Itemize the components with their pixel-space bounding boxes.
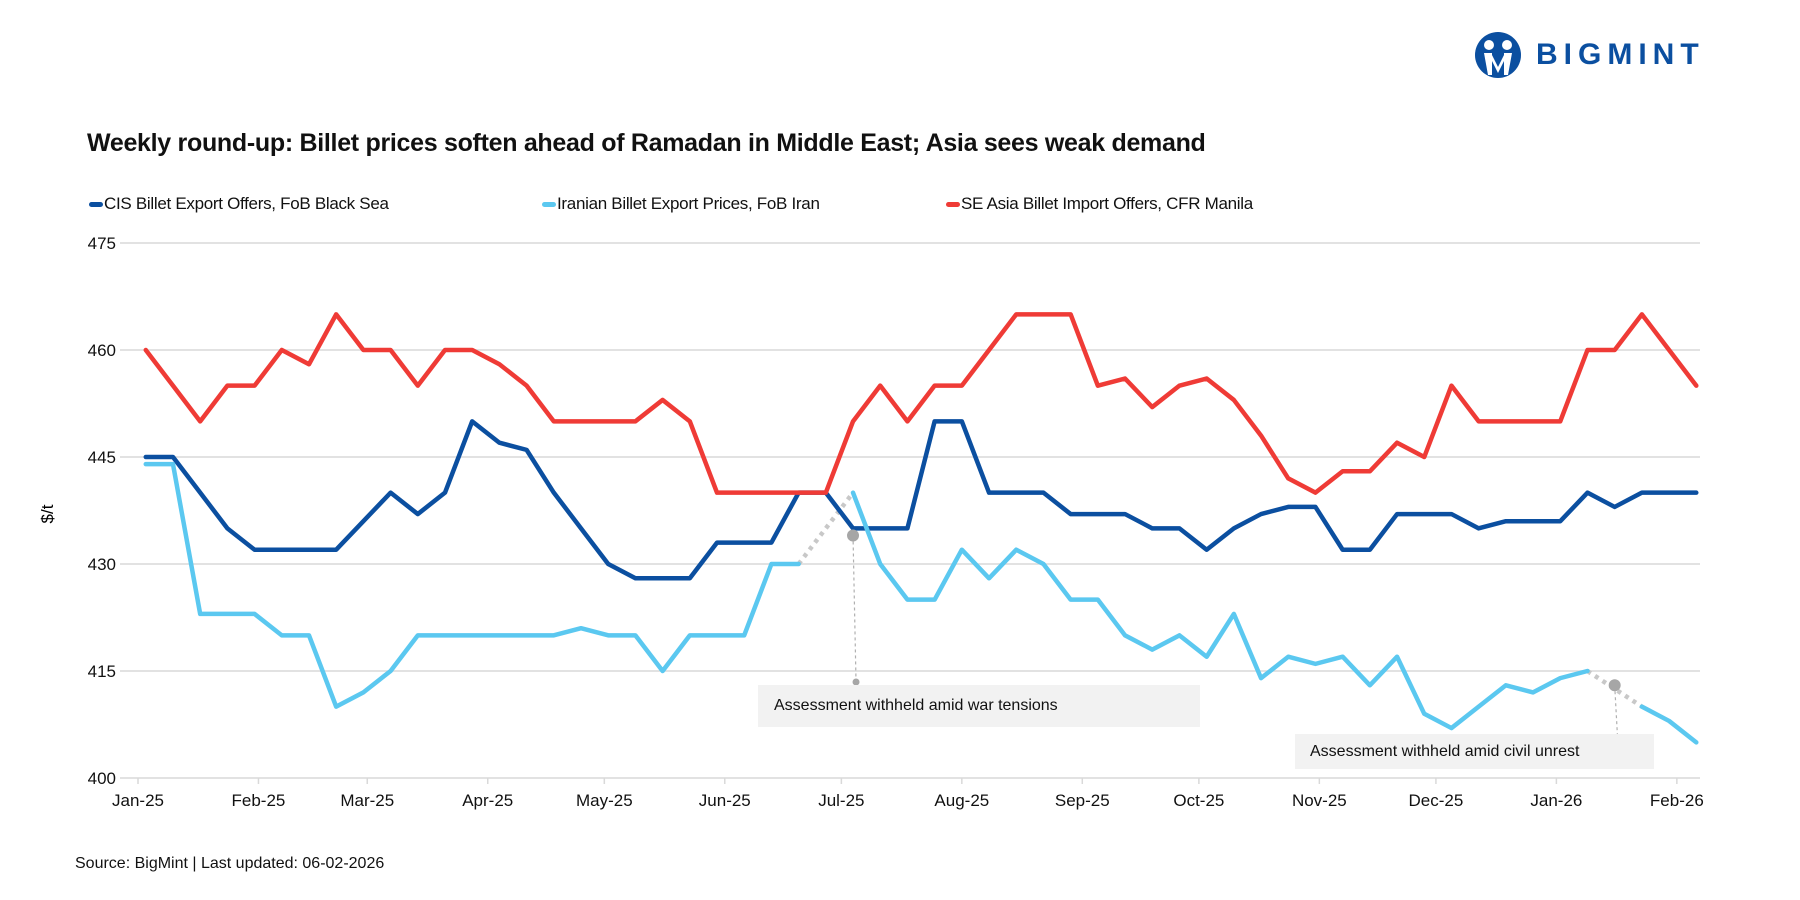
series-line-0 [143,419,1699,581]
annotation-war-tensions: Assessment withheld amid war tensions [758,685,1200,727]
gap-connectors [796,491,1644,709]
series-line-1 [1639,704,1699,745]
series-line-1 [143,461,801,709]
annotation-connector [852,535,857,683]
legend-label: Iranian Billet Export Prices, FoB Iran [557,194,820,213]
y-axis-label: $/t [38,504,57,523]
legend-item-se-asia: SE Asia Billet Import Offers, CFR Manila [946,194,1253,214]
series-line-1 [850,490,1590,731]
x-tick-label: Jan-26 [1530,791,1582,810]
series-line-2 [143,312,1699,495]
x-axis-ticks: Jan-25 Feb-25 Mar-25 Apr-25 May-25 Jun-25 Jul-… [112,778,1704,810]
annotation-markers [847,529,1622,744]
annotation-text: Assessment withheld amid civil unrest [1310,742,1580,760]
y-tick-label: 430 [88,555,116,574]
x-tick-label: Aug-25 [934,791,989,810]
annotation-connector [1614,685,1619,741]
series-lines [143,312,1699,745]
x-tick-label: May-25 [576,791,633,810]
legend-swatch-se-asia [946,201,960,207]
annotation-endpoint [852,678,860,686]
x-tick-label: Nov-25 [1292,791,1347,810]
chart-title: Weekly round-up: Billet prices soften ah… [87,129,1206,157]
y-tick-label: 415 [88,662,116,681]
logo-text: BIGMINT [1536,38,1705,71]
x-tick-label: Jun-25 [699,791,751,810]
annotation-marker [1608,679,1621,692]
y-tick-label: 460 [88,341,116,360]
gap-connector [796,491,855,566]
y-axis-ticks: 400 415 430 445 460 475 [88,234,116,788]
x-tick-label: Mar-25 [340,791,394,810]
bigmint-logo: BIGMINT [1474,31,1705,79]
x-tick-label: Feb-25 [232,791,286,810]
x-tick-label: Dec-25 [1409,791,1464,810]
source-note: Source: BigMint | Last updated: 06-02-20… [75,855,385,872]
legend-item-iran: Iranian Billet Export Prices, FoB Iran [542,194,820,214]
legend-item-cis: CIS Billet Export Offers, FoB Black Sea [89,194,389,214]
annotation-marker [847,529,860,542]
logo-emblem-icon [1475,32,1521,78]
legend-label: CIS Billet Export Offers, FoB Black Sea [104,194,389,213]
x-tick-label: Feb-26 [1650,791,1704,810]
gap-connector [1586,669,1644,709]
y-tick-label: 400 [88,769,116,788]
x-tick-label: Sep-25 [1055,791,1110,810]
x-tick-label: Apr-25 [462,791,513,810]
x-tick-label: Oct-25 [1173,791,1224,810]
legend-label: SE Asia Billet Import Offers, CFR Manila [961,194,1253,213]
y-tick-label: 445 [88,448,116,467]
annotation-text: Assessment withheld amid war tensions [774,697,1058,714]
x-tick-label: Jul-25 [818,791,864,810]
legend-swatch-iran [542,201,556,207]
annotation-civil-unrest: Assessment withheld amid civil unrest [1295,734,1654,769]
legend-swatch-cis [89,201,103,207]
y-tick-label: 475 [88,234,116,253]
x-tick-label: Jan-25 [112,791,164,810]
